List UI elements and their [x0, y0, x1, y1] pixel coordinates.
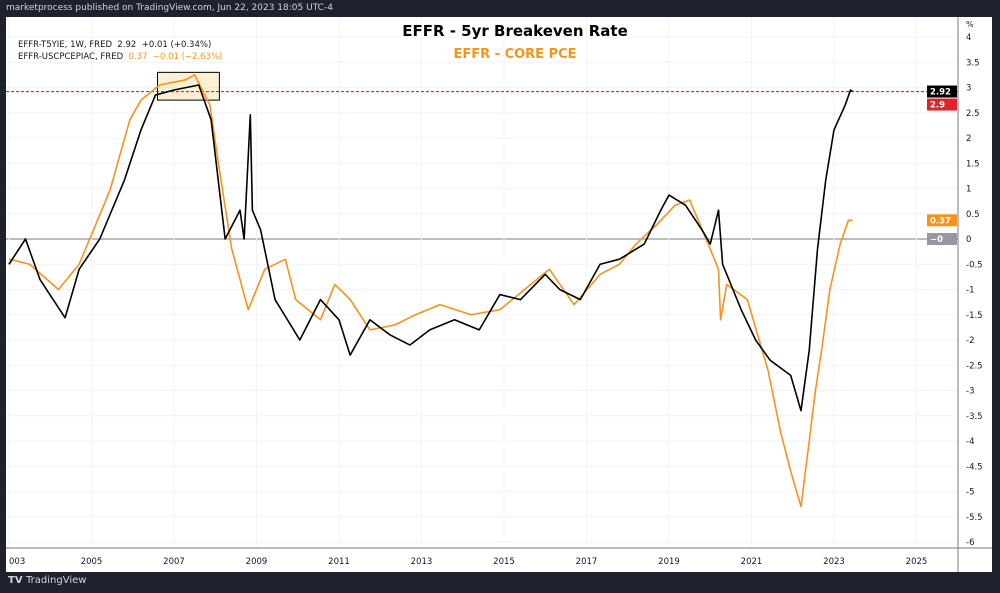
chart-svg[interactable]: 4 3.5 3 2.5 2 1.5 1 0.5 0 -0.5 -1 -1.5 -2 -2.5 -3 -3.5 -…	[6, 17, 992, 572]
y-tick-label: 2.5	[966, 109, 980, 119]
x-tick-label: 2023	[823, 557, 845, 567]
price-label: 0.37	[930, 216, 951, 226]
y-tick-label: -1	[966, 286, 974, 296]
y-tick-label: 3	[966, 84, 971, 94]
y-tick-label: 1.5	[966, 159, 980, 169]
price-label-bg	[927, 98, 957, 111]
series-line-effr-uscpcepiac	[8, 74, 853, 508]
x-tick-label: 2015	[493, 557, 515, 567]
y-tick-label: 3.5	[966, 58, 980, 68]
tradingview-logo-mark: TV	[8, 575, 23, 586]
y-tick-label: 0.5	[966, 210, 980, 220]
x-tick-label: 2005	[81, 557, 103, 567]
legend-value: 2.92	[117, 40, 137, 50]
price-label: −0	[930, 235, 943, 245]
chart-panel[interactable]: 4 3.5 3 2.5 2 1.5 1 0.5 0 -0.5 -1 -1.5 -2 -2.5 -3 -3.5 -…	[6, 17, 992, 572]
tradingview-logo[interactable]: TV TradingView	[8, 575, 86, 586]
x-tick-label: 2011	[328, 557, 350, 567]
price-label: 2.9	[930, 101, 945, 111]
legend-symbol: EFFR-USCPCEPIAC, FRED	[18, 52, 124, 62]
legend: EFFR-T5YIE, 1W, FRED 2.92 +0.01 (+0.34%)…	[18, 39, 222, 63]
price-label-bg	[927, 214, 957, 227]
x-tick-label: 2017	[576, 557, 598, 567]
price-label-bg	[927, 233, 957, 245]
legend-change: −0.01 (−2.63%)	[152, 52, 223, 62]
y-tick-label: -6	[966, 538, 974, 548]
highlight-box	[157, 71, 220, 101]
x-tick-label: 003	[9, 557, 25, 567]
y-tick-label: -5.5	[966, 513, 983, 523]
y-tick-label: 2	[966, 134, 971, 144]
series-line-effr-t5yie	[8, 84, 854, 412]
y-tick-label: -4	[966, 437, 974, 447]
y-tick-label: 1	[966, 185, 971, 195]
x-tick-label: 2007	[163, 557, 185, 567]
x-tick-label: 2021	[741, 557, 763, 567]
chart-title: EFFR - 5yr Breakeven Rate	[402, 22, 628, 40]
legend-value: 0.37	[128, 52, 148, 62]
price-label: 2.92	[930, 88, 951, 98]
legend-row-pce[interactable]: EFFR-USCPCEPIAC, FRED 0.37 −0.01 (−2.63%…	[18, 51, 222, 63]
x-tick-label: 2019	[658, 557, 680, 567]
y-tick-label: 4	[966, 33, 971, 43]
y-tick-label: -0.5	[966, 260, 983, 270]
legend-row-t5yie[interactable]: EFFR-T5YIE, 1W, FRED 2.92 +0.01 (+0.34%)	[18, 39, 222, 51]
y-tick-label: -5	[966, 488, 974, 498]
legend-change: +0.01 (+0.34%)	[141, 40, 212, 50]
y-tick-label: -2	[966, 336, 974, 346]
x-tick-label: 2013	[411, 557, 433, 567]
published-caption: marketprocess published on TradingView.c…	[6, 3, 333, 13]
x-tick-label: 2009	[246, 557, 268, 567]
price-label-bg	[927, 85, 957, 98]
tradingview-name: TradingView	[26, 575, 87, 586]
x-tick-label: 2025	[906, 557, 928, 567]
legend-symbol: EFFR-T5YIE, 1W, FRED	[18, 40, 112, 50]
y-tick-label: 0	[966, 235, 971, 245]
y-tick-label: -2.5	[966, 361, 983, 371]
y-tick-label: -1.5	[966, 311, 983, 321]
chart-subtitle: EFFR - CORE PCE	[453, 47, 576, 62]
y-tick-label: -4.5	[966, 462, 983, 472]
y-axis-unit: %	[966, 20, 974, 29]
y-tick-label: -3.5	[966, 412, 983, 422]
y-tick-label: -3	[966, 387, 974, 397]
